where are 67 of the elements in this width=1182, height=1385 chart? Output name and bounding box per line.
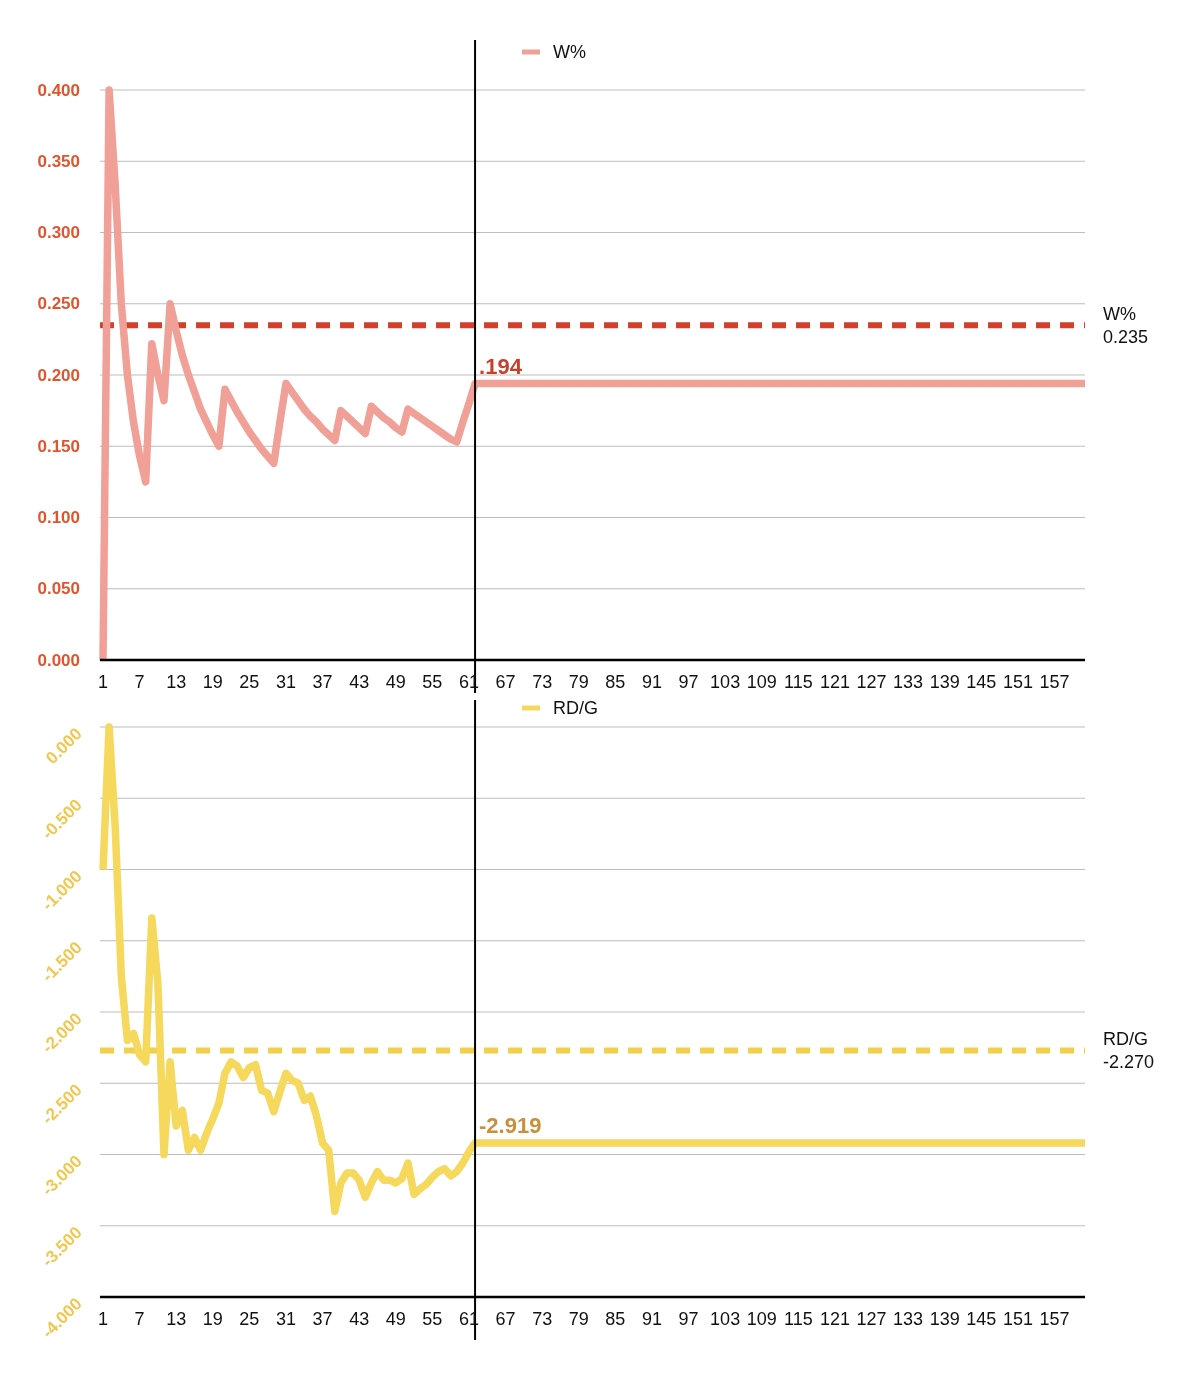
x-tick-label: 151 xyxy=(1002,1309,1033,1329)
x-tick-label: 7 xyxy=(134,1309,145,1329)
data-label: .194 xyxy=(479,353,523,379)
x-tick-label: 85 xyxy=(605,1309,626,1329)
y-tick-label: 0.400 xyxy=(37,80,80,100)
y-tick-label: 0.250 xyxy=(37,294,80,314)
x-tick-label: 151 xyxy=(1002,672,1033,692)
x-tick-label: 55 xyxy=(422,1309,443,1329)
x-tick-label: 91 xyxy=(641,672,662,692)
x-tick-label: 121 xyxy=(819,672,850,692)
x-tick-label: 73 xyxy=(532,1309,553,1329)
x-tick-label: 19 xyxy=(202,1309,223,1329)
x-tick-label: 103 xyxy=(710,672,741,692)
x-tick-label: 7 xyxy=(134,672,145,692)
ref-line-label: RD/G -2.270 xyxy=(1103,1028,1155,1072)
x-tick-label: 79 xyxy=(568,672,589,692)
y-tick-label: 0.200 xyxy=(37,365,80,385)
y-tick-label: 0.050 xyxy=(37,579,80,599)
x-tick-label: 13 xyxy=(166,672,187,692)
x-tick-label: 139 xyxy=(929,1309,960,1329)
x-tick-label: 91 xyxy=(641,1309,662,1329)
x-tick-label: 25 xyxy=(239,672,260,692)
x-tick-label: 127 xyxy=(856,1309,887,1329)
x-tick-label: 43 xyxy=(349,1309,370,1329)
y-tick-label: 0.300 xyxy=(37,223,80,242)
x-tick-label: 145 xyxy=(966,1309,997,1329)
x-tick-label: 79 xyxy=(568,1309,589,1329)
x-tick-label: 43 xyxy=(349,672,370,692)
x-tick-label: 121 xyxy=(819,1309,850,1329)
x-tick-label: 13 xyxy=(166,1309,187,1329)
x-tick-label: 37 xyxy=(312,1309,333,1329)
x-tick-label: 19 xyxy=(202,672,223,692)
x-tick-label: 85 xyxy=(605,672,626,692)
y-tick-label: 0.100 xyxy=(37,508,80,527)
x-tick-label: 133 xyxy=(893,672,924,692)
x-tick-label: 97 xyxy=(678,1309,699,1329)
x-tick-label: 109 xyxy=(746,672,777,692)
x-tick-label: 157 xyxy=(1039,672,1070,692)
x-tick-label: 97 xyxy=(678,672,699,692)
x-tick-label: 25 xyxy=(239,1309,260,1329)
x-tick-label: 31 xyxy=(275,1309,296,1329)
x-tick-label: 1 xyxy=(97,672,109,692)
x-tick-label: 67 xyxy=(495,672,516,692)
x-tick-label: 73 xyxy=(532,672,553,692)
x-tick-label: 1 xyxy=(97,1309,109,1329)
data-label: -2.919 xyxy=(479,1112,542,1138)
y-tick-label: 0.350 xyxy=(37,151,80,171)
x-tick-label: 133 xyxy=(893,1309,924,1329)
y-tick-label: 0.150 xyxy=(37,436,80,456)
x-tick-label: 49 xyxy=(385,672,406,692)
legend-label: W% xyxy=(553,42,586,62)
x-tick-label: 157 xyxy=(1039,1309,1070,1329)
x-tick-label: 127 xyxy=(856,672,887,692)
x-tick-label: 145 xyxy=(966,672,997,692)
y-tick-label: 0.000 xyxy=(37,650,80,670)
x-tick-label: 67 xyxy=(495,1309,516,1329)
legend-label: RD/G xyxy=(553,698,598,718)
x-tick-label: 31 xyxy=(275,672,296,692)
x-tick-label: 115 xyxy=(783,672,813,692)
x-tick-label: 37 xyxy=(312,672,333,692)
x-tick-label: 139 xyxy=(929,672,960,692)
x-tick-label: 55 xyxy=(422,672,443,692)
x-tick-label: 115 xyxy=(783,1309,813,1329)
ref-line-label: W% 0.235 xyxy=(1103,303,1149,347)
x-tick-label: 109 xyxy=(746,1309,777,1329)
x-tick-label: 103 xyxy=(710,1309,741,1329)
x-tick-label: 49 xyxy=(385,1309,406,1329)
